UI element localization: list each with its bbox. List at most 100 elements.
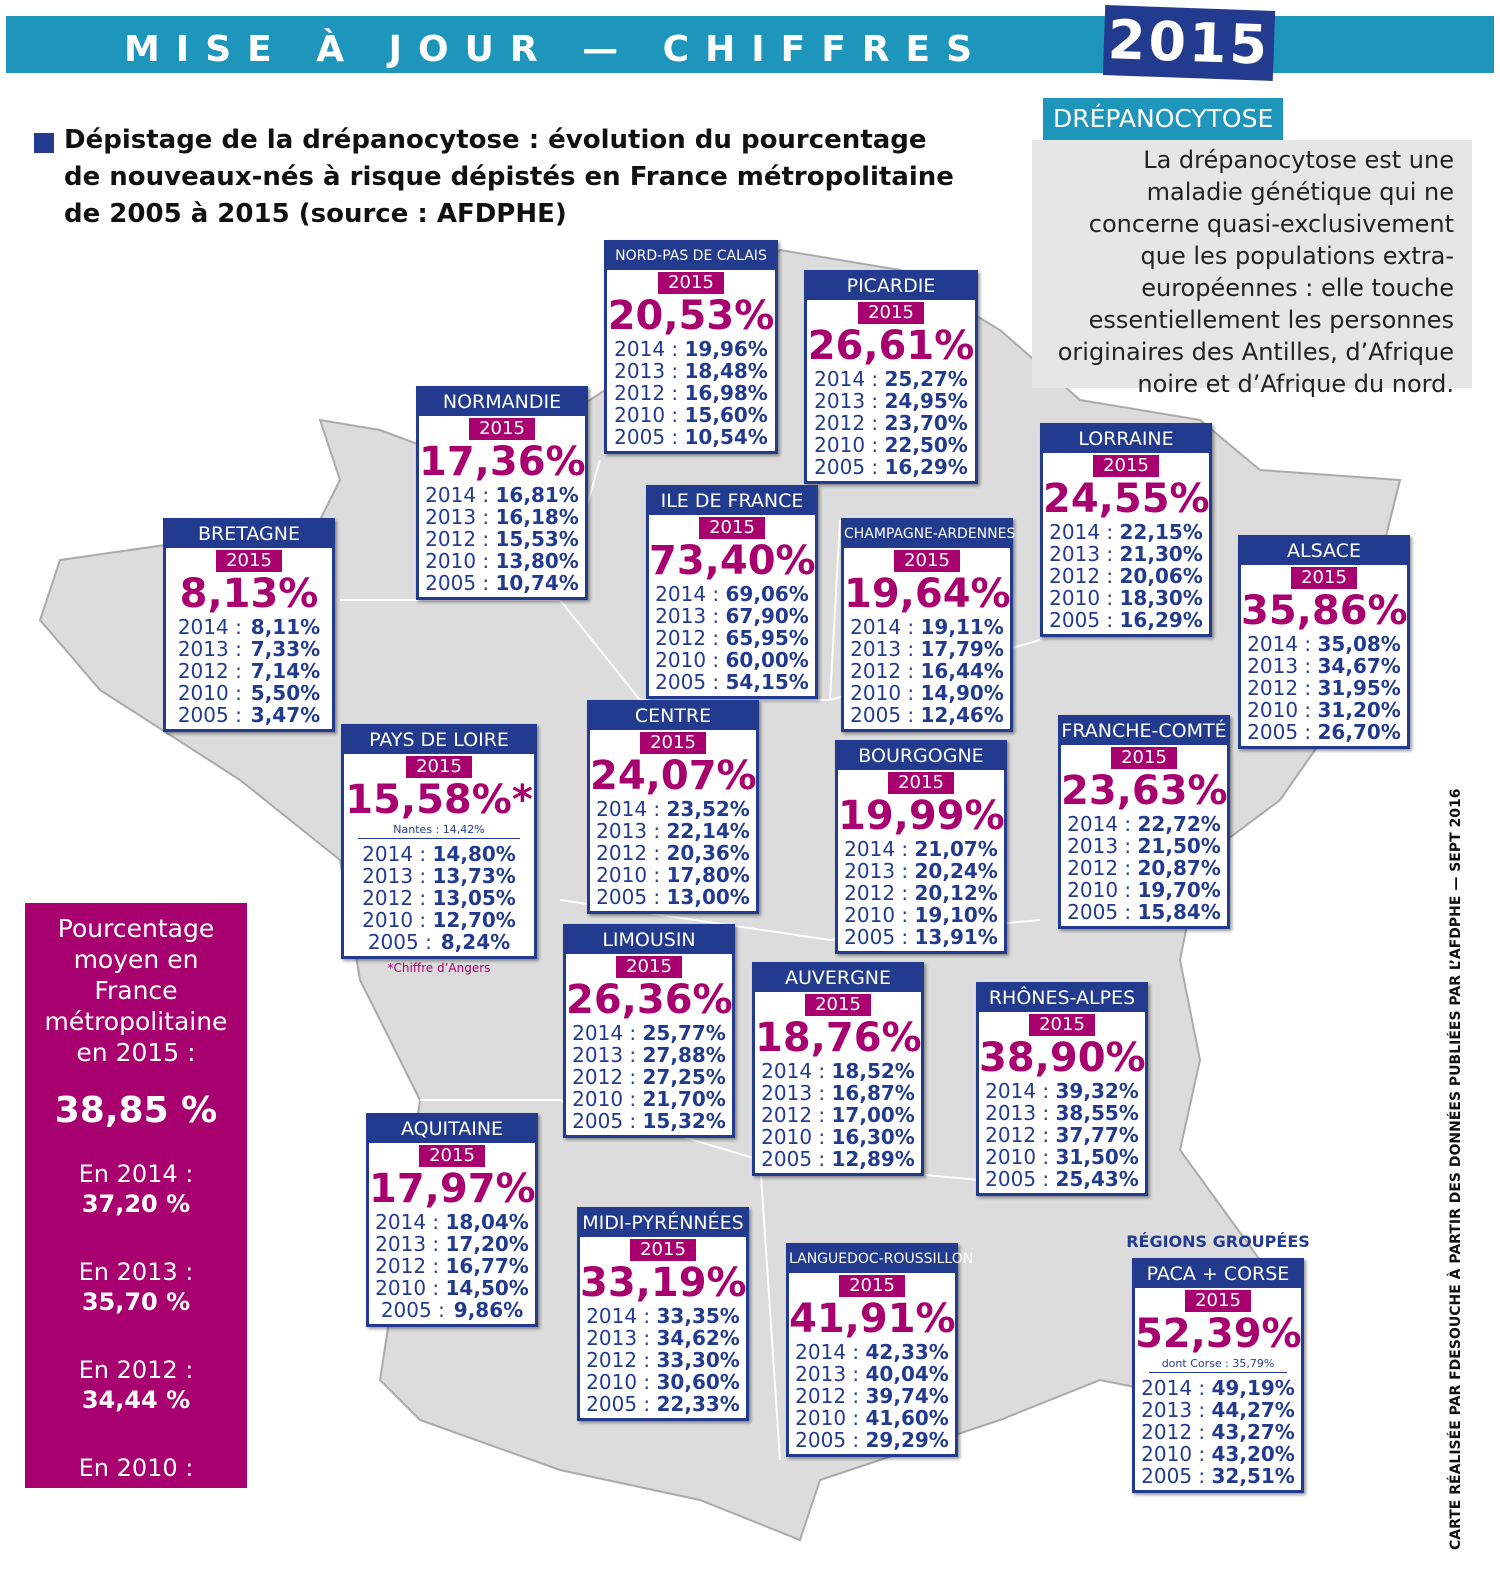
region-box: CHAMPAGNE-ARDENNES 2015 19,64% 2014 : 19,11… [841,518,1015,732]
info-text: La drépanocytose est une maladie génétiq… [1057,146,1454,398]
history-row: 2010 : 5,50% [166,682,332,704]
history-value: 25,27% [884,367,968,391]
history-row: 2012 : 33,30% [580,1349,746,1371]
history-year: 2012 : [1247,676,1312,700]
average-year-value: 37,20 % [81,1190,191,1218]
region-box: LIMOUSIN 2015 26,36% 2014 : 25,77% 2013 : 27… [563,924,735,1138]
year-tag: 2015 [1029,1014,1095,1036]
history-row: 2013 : 17,20% [369,1233,535,1255]
history-year: 2005 : [795,1428,860,1452]
history-row: 2010 : 41,60% [789,1407,955,1429]
history-row: 2005 : 25,43% [979,1168,1145,1190]
year-tag: 2015 [839,1275,905,1297]
region-name: AQUITAINE [369,1116,535,1143]
history-value: 19,96% [684,337,768,361]
region-box: MIDI-PYRÉNNÉES 2015 33,19% 2014 : 33,35% 201… [577,1207,749,1421]
history-year: 2014 : [572,1021,637,1045]
region-name: LANGUEDOC-ROUSSILLON [789,1246,973,1273]
region-value: 35,86% [1241,588,1408,634]
history-row: 2010 : 30,60% [580,1371,746,1393]
history-value: 10,54% [684,425,768,449]
history-row: 2014 : 16,81% [419,484,585,506]
region-value: 52,39% [1135,1311,1302,1357]
history-row: 2012 : 31,95% [1241,677,1407,699]
history-row: 2014 : 39,32% [979,1080,1145,1102]
history-row: 2005 : 16,29% [807,456,975,478]
history-value: 18,52% [831,1059,915,1083]
region-value: 19,99% [838,793,1005,839]
region-group: RÉGIONS GROUPÉES [1126,1232,1310,1251]
history-year: 2013 : [362,864,427,888]
region-name: ILE DE FRANCE [649,488,815,515]
history-row: 2013 : 34,67% [1241,655,1407,677]
region-name: BOURGOGNE [838,743,1004,770]
history-value: 13,91% [914,925,998,949]
average-entry: En 2014 :37,20 % [25,1159,247,1219]
history-year: 2014 : [425,483,490,507]
history-year: 2005 : [572,1109,637,1133]
history-value: 16,18% [495,505,579,529]
history-row: 2013 : 7,33% [166,638,332,660]
history-value: 16,77% [445,1254,529,1278]
average-entry: En 2012 :34,44 % [25,1355,247,1415]
year-tag: 2015 [1111,747,1177,769]
history-row: 2014 : 18,52% [755,1060,921,1082]
history-year: 2005 : [814,455,879,479]
credit: CARTE RÉALISÉE PAR FDESOUCHE À PARTIR DE… [1448,788,1464,1550]
year-tag: 2015 [1185,1290,1251,1312]
history-row: 2005 : 12,46% [844,704,1010,726]
history-row: 2010 : 19,10% [838,904,1004,926]
history-year: 2014 : [795,1340,860,1364]
history-value: 35,08% [1317,632,1401,656]
average-year: En 2010 : [78,1454,194,1482]
history-row: 2005 : 16,29% [1043,609,1209,631]
history-value: 16,29% [884,455,968,479]
region-box: FRANCHE-COMTÉ 2015 23,63% 2014 : 22,72% 2013… [1058,715,1230,929]
region-box: CENTRE 2015 24,07% 2014 : 23,52% 2013 : 22,1… [587,700,759,914]
subtitle: Dépistage de la drépanocytose : évolutio… [64,125,954,229]
history-row: 2012 : 43,27% [1135,1421,1301,1443]
history-row: 2012 : 20,12% [838,882,1004,904]
year-tag: 2015 [616,956,682,978]
history-year: 2014 : [596,797,661,821]
history-value: 34,67% [1317,654,1401,678]
region-value: 18,76% [755,1015,922,1061]
history-row: 2010 : 31,50% [979,1146,1145,1168]
history-row: 2010 : 14,90% [844,682,1010,704]
history-row: 2013 : 16,18% [419,506,585,528]
region-value: 41,91% [789,1296,956,1342]
history-value: 15,60% [684,403,768,427]
region-name: LIMOUSIN [566,927,732,954]
history-value: 40,04% [865,1362,949,1386]
history-year: 2014 : [844,837,909,861]
history-year: 2005 : [586,1392,651,1416]
region-name: ALSACE [1241,538,1407,565]
history-row: 2012 : 65,95% [649,627,815,649]
history-value: 16,29% [1119,608,1203,632]
region-name: RHÔNES-ALPES [979,985,1145,1012]
region-value: 33,19% [580,1260,747,1306]
history-year: 2010 : [425,549,490,573]
average-text: Pourcentage moyen en France métropolitai… [44,914,228,1067]
history-value: 17,80% [666,863,750,887]
history-value: 19,11% [920,615,1004,639]
history-year: 2012 : [586,1348,651,1372]
history-year: 2005 : [1141,1464,1206,1488]
history-year: 2005 : [844,925,909,949]
history-year: 2014 : [614,337,679,361]
history-value: 42,33% [865,1340,949,1364]
history-year: 2005 : [1247,720,1312,744]
history-year: 2013 : [1067,834,1132,858]
history-year: 2005 : [425,571,490,595]
history-row: 2013 : 16,87% [755,1082,921,1104]
history-row: 2013 : 24,95% [807,390,975,412]
history-year: 2012 : [572,1065,637,1089]
history-year: 2014 : [761,1059,826,1083]
year-tag: 2015 [888,772,954,794]
history-row: 2005 : 54,15% [649,671,815,693]
history-value: 41,60% [865,1406,949,1430]
history-row: 2014 : 22,15% [1043,521,1209,543]
history-year: 2014 : [1247,632,1312,656]
history-year: 2012 : [761,1103,826,1127]
